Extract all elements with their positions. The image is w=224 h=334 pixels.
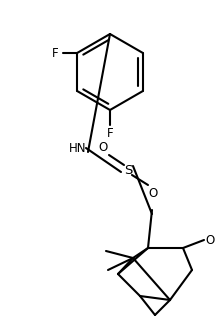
Text: HN: HN <box>69 142 87 155</box>
Text: S: S <box>124 164 132 176</box>
Text: F: F <box>52 46 58 59</box>
Text: F: F <box>107 127 113 140</box>
Text: O: O <box>98 141 108 154</box>
Text: O: O <box>148 186 158 199</box>
Text: O: O <box>205 233 215 246</box>
